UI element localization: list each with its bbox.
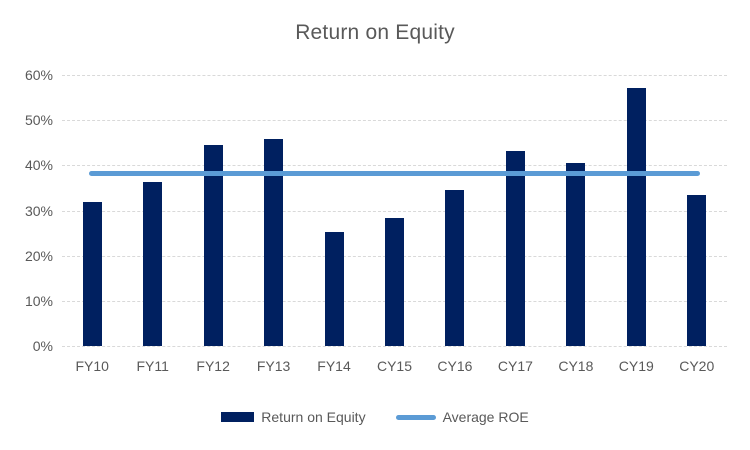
line-series-swatch xyxy=(395,414,436,420)
chart-title: Return on Equity xyxy=(295,21,455,44)
average-roe-line xyxy=(89,170,700,176)
gridline-30% xyxy=(62,210,727,212)
bar-cell-FY13 xyxy=(243,75,303,346)
y-tick-label-40%: 40% xyxy=(24,157,53,174)
bar-CY18 xyxy=(566,162,586,346)
x-tick-label-FY10: FY10 xyxy=(75,358,109,374)
bar-FY10 xyxy=(82,202,102,346)
bar-series xyxy=(62,75,727,346)
bar-cell-FY11 xyxy=(122,75,182,346)
bar-cell-CY16 xyxy=(425,75,485,346)
y-tick-label-10%: 10% xyxy=(24,292,53,309)
x-tick-label-FY11: FY11 xyxy=(136,358,169,374)
bar-CY17 xyxy=(505,151,525,346)
legend-item-return-on-equity: Return on Equity xyxy=(221,409,366,425)
bar-cell-FY10 xyxy=(62,75,122,346)
bar-cell-CY18 xyxy=(546,75,606,346)
x-axis-labels: FY10 FY11 FY12 FY13 FY14 CY15 CY16 CY17 CY18 CY19… xyxy=(62,358,727,374)
x-tick-label-FY14: FY14 xyxy=(317,358,351,374)
bar-FY14 xyxy=(324,231,344,346)
x-tick-label-CY20: CY20 xyxy=(679,358,715,374)
y-tick-label-0%: 0% xyxy=(32,338,53,354)
gridline-0% xyxy=(62,346,727,347)
x-tick-label-CY18: CY18 xyxy=(558,358,594,374)
bar-CY20 xyxy=(687,195,707,346)
x-tick-label-FY13: FY13 xyxy=(256,358,291,374)
bar-cell-CY15 xyxy=(364,75,424,346)
y-tick-label-50%: 50% xyxy=(24,112,53,129)
bar-CY15 xyxy=(384,218,404,346)
bar-cell-CY19 xyxy=(606,75,666,346)
gridline-40% xyxy=(62,165,727,167)
y-tick-label-20%: 20% xyxy=(24,247,53,264)
legend-label-average-roe: Average ROE xyxy=(442,409,529,425)
bar-cell-FY12 xyxy=(183,75,243,346)
bar-cell-CY17 xyxy=(485,75,545,346)
bar-cell-CY20 xyxy=(667,75,727,346)
bar-CY16 xyxy=(445,189,465,346)
plot-area: 0% 10% 20% 30% 40% 50% 60% xyxy=(25,67,727,354)
legend-item-average-roe: Average ROE xyxy=(395,409,529,425)
x-tick-label-CY19: CY19 xyxy=(618,358,654,374)
x-tick-label-FY12: FY12 xyxy=(196,358,230,374)
bar-FY13 xyxy=(264,139,284,346)
bar-FY12 xyxy=(203,145,223,346)
bar-series-swatch xyxy=(221,412,255,422)
x-tick-label-CY17: CY17 xyxy=(497,358,533,374)
x-tick-label-CY16: CY16 xyxy=(437,358,473,374)
bar-CY19 xyxy=(626,88,646,346)
x-tick-label-CY15: CY15 xyxy=(376,358,412,374)
gridline-50% xyxy=(62,120,727,122)
bar-FY11 xyxy=(143,182,163,346)
y-tick-label-60%: 60% xyxy=(24,67,53,83)
gridline-60% xyxy=(62,75,727,76)
bar-cell-FY14 xyxy=(304,75,364,346)
y-tick-label-30%: 30% xyxy=(24,202,53,219)
legend-label-return-on-equity: Return on Equity xyxy=(261,409,366,425)
legend: Return on Equity Average ROE xyxy=(0,409,750,425)
